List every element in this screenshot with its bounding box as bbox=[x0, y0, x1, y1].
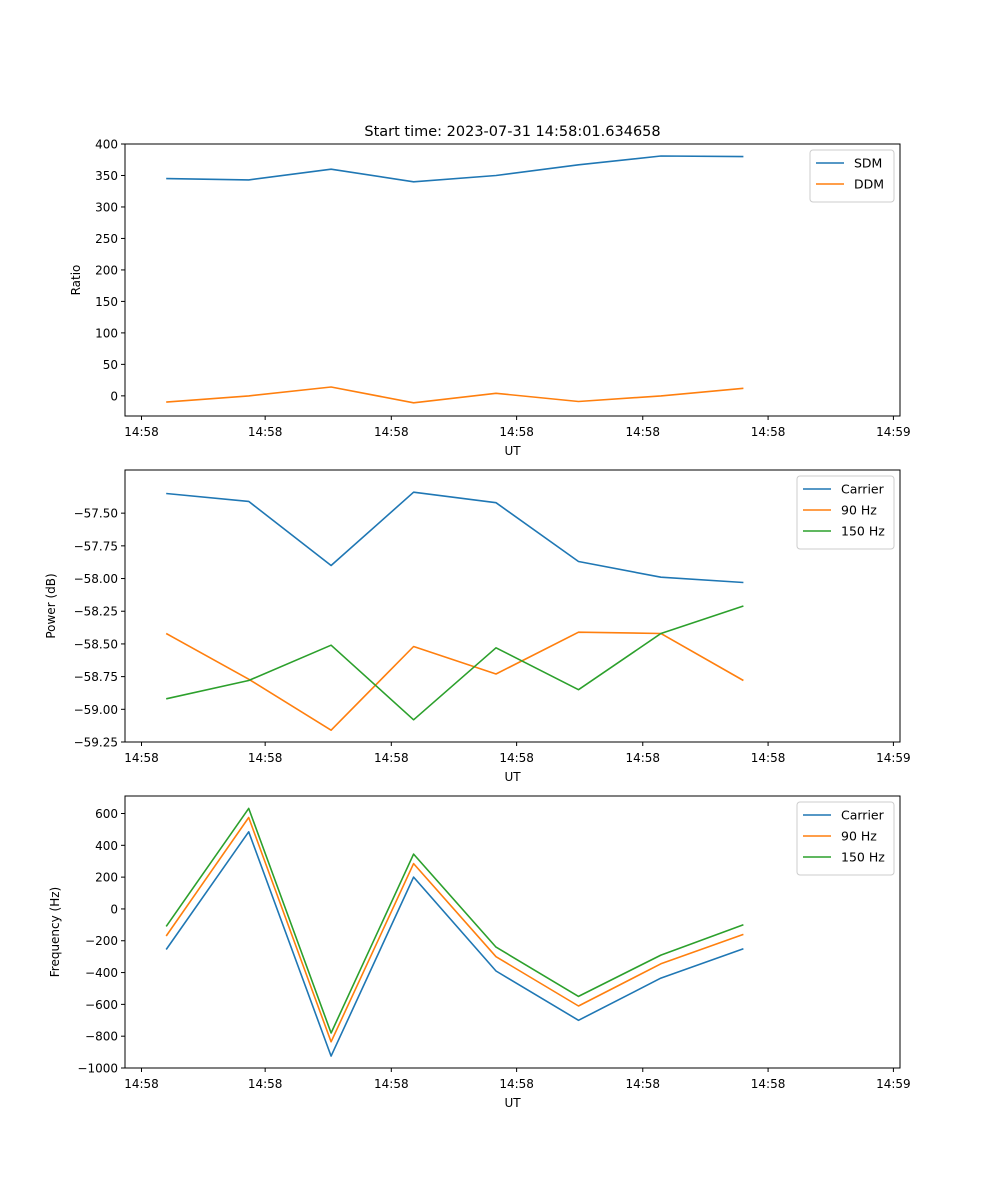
legend-label: SDM bbox=[854, 156, 882, 171]
y-tick-label: 150 bbox=[95, 295, 118, 309]
y-tick-label: 200 bbox=[95, 263, 118, 277]
legend: Carrier 90 Hz 150 Hz bbox=[796, 475, 895, 550]
x-tick-label: 14:58 bbox=[248, 425, 283, 439]
y-tick-label: −58.25 bbox=[74, 605, 118, 619]
x-tick-label: 14:59 bbox=[876, 751, 911, 765]
chart-panel-1: Start time: 2023-07-31 14:58:01.634658 0 5… bbox=[69, 124, 911, 458]
y-tick-label: −58.75 bbox=[74, 670, 118, 684]
x-tick-label: 14:58 bbox=[374, 425, 409, 439]
legend: Carrier 90 Hz 150 Hz bbox=[796, 801, 895, 876]
x-tick-label: 14:58 bbox=[751, 751, 786, 765]
series-line-carrier bbox=[165, 830, 744, 1057]
y-tick-label: 0 bbox=[110, 389, 118, 403]
y-tick-label: 100 bbox=[95, 326, 118, 340]
legend-label: 90 Hz bbox=[841, 503, 877, 518]
x-tick-label: 14:58 bbox=[499, 425, 534, 439]
x-tick-label: 14:58 bbox=[124, 425, 159, 439]
legend-label: 150 Hz bbox=[841, 524, 885, 539]
legend-label: DDM bbox=[854, 177, 884, 192]
y-tick-label: −58.00 bbox=[74, 572, 118, 586]
series-line-150-hz bbox=[166, 605, 744, 721]
y-tick-label: −58.50 bbox=[74, 637, 118, 651]
legend-label: 150 Hz bbox=[841, 850, 885, 865]
plot-frame bbox=[124, 795, 901, 1069]
y-tick-label: −1000 bbox=[77, 1062, 118, 1076]
x-tick-label: 14:58 bbox=[625, 425, 660, 439]
plot-frame bbox=[124, 469, 901, 743]
x-tick-label: 14:59 bbox=[876, 1077, 911, 1091]
chart-title: Start time: 2023-07-31 14:58:01.634658 bbox=[364, 124, 660, 140]
x-tick-label: 14:58 bbox=[499, 1077, 534, 1091]
y-tick-label: 350 bbox=[95, 169, 118, 183]
x-tick-label: 14:58 bbox=[625, 751, 660, 765]
y-tick-label: −200 bbox=[85, 934, 118, 948]
y-tick-label: 200 bbox=[95, 871, 118, 885]
y-axis-label: Ratio bbox=[69, 265, 83, 296]
x-tick-label: 14:58 bbox=[751, 1077, 786, 1091]
x-tick-label: 14:58 bbox=[625, 1077, 660, 1091]
series-line-90-hz bbox=[165, 816, 744, 1043]
y-tick-label: 600 bbox=[95, 807, 118, 821]
x-tick-label: 14:58 bbox=[248, 751, 283, 765]
y-tick-label: 250 bbox=[95, 232, 118, 246]
y-tick-label: 0 bbox=[110, 902, 118, 916]
y-axis-label: Power (dB) bbox=[44, 573, 58, 638]
series-line-sdm bbox=[166, 155, 744, 183]
legend-label: Carrier bbox=[841, 482, 885, 497]
x-tick-label: 14:58 bbox=[751, 425, 786, 439]
x-tick-label: 14:58 bbox=[374, 1077, 409, 1091]
x-axis-label: UT bbox=[504, 1096, 521, 1110]
series-line-ddm bbox=[166, 386, 744, 404]
chart-panel-3: −1000 −800 −600 −400 −200 0 200 400 600 14:58 14:5… bbox=[48, 795, 911, 1110]
x-tick-label: 14:58 bbox=[248, 1077, 283, 1091]
y-tick-label: −59.25 bbox=[74, 736, 118, 750]
y-tick-label: −57.50 bbox=[74, 507, 118, 521]
legend-label: Carrier bbox=[841, 808, 885, 823]
y-tick-label: −400 bbox=[85, 966, 118, 980]
legend-label: 90 Hz bbox=[841, 829, 877, 844]
y-tick-label: 50 bbox=[103, 358, 118, 372]
y-tick-label: −600 bbox=[85, 998, 118, 1012]
y-tick-label: 400 bbox=[95, 138, 118, 152]
x-tick-label: 14:58 bbox=[374, 751, 409, 765]
legend: SDM DDM bbox=[809, 149, 895, 203]
x-tick-label: 14:58 bbox=[124, 751, 159, 765]
chart-panel-2: −59.25 −59.00 −58.75 −58.50 −58.25 −58.00 −57.… bbox=[44, 469, 911, 784]
x-tick-label: 14:58 bbox=[124, 1077, 159, 1091]
y-tick-label: −57.75 bbox=[74, 539, 118, 553]
y-tick-label: −800 bbox=[85, 1030, 118, 1044]
x-tick-label: 14:58 bbox=[499, 751, 534, 765]
x-tick-label: 14:59 bbox=[876, 425, 911, 439]
y-tick-label: −59.00 bbox=[74, 703, 118, 717]
y-axis-label: Frequency (Hz) bbox=[48, 887, 62, 978]
series-line-150-hz bbox=[165, 807, 744, 1034]
series-line-carrier bbox=[166, 491, 744, 584]
plot-frame bbox=[124, 143, 901, 417]
series-line-90-hz bbox=[165, 631, 744, 732]
x-axis-label: UT bbox=[504, 444, 521, 458]
x-axis-label: UT bbox=[504, 770, 521, 784]
y-tick-label: 400 bbox=[95, 839, 118, 853]
y-tick-label: 300 bbox=[95, 200, 118, 214]
